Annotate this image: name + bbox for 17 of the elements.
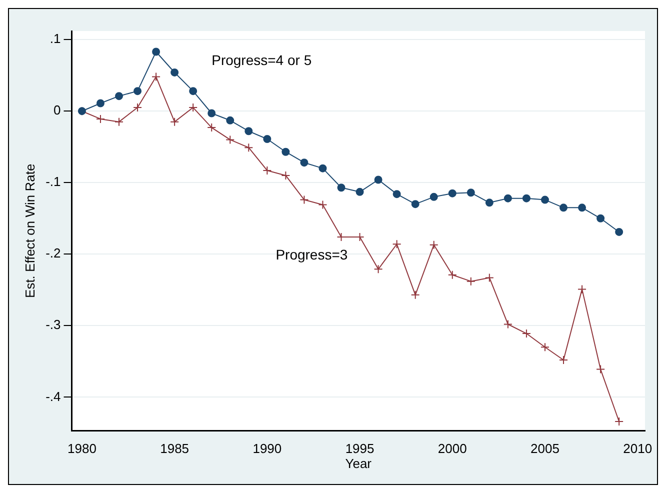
x-tick-label: 1980 [67, 441, 96, 456]
y-tick-label: .1 [50, 31, 61, 46]
y-axis-title: Est. Effect on Win Rate [22, 164, 38, 298]
x-tick-label: 1995 [345, 441, 374, 456]
x-tick-label: 2005 [530, 441, 560, 456]
x-axis-title: Year [345, 456, 372, 471]
x-tick-label: 2000 [438, 441, 467, 456]
series-label: Progress=3 [276, 246, 348, 262]
series-label: Progress=4 or 5 [212, 52, 312, 68]
x-tick-label: 1985 [160, 441, 190, 456]
y-tick-label: -.4 [46, 388, 61, 404]
x-tick-label: 1990 [252, 441, 282, 456]
x-tick-label: 2010 [623, 441, 652, 456]
y-tick-label: -.2 [46, 246, 61, 261]
y-tick-label: -.1 [46, 174, 61, 190]
y-tick-label: -.3 [46, 317, 61, 332]
y-tick-label: 0 [54, 102, 61, 118]
